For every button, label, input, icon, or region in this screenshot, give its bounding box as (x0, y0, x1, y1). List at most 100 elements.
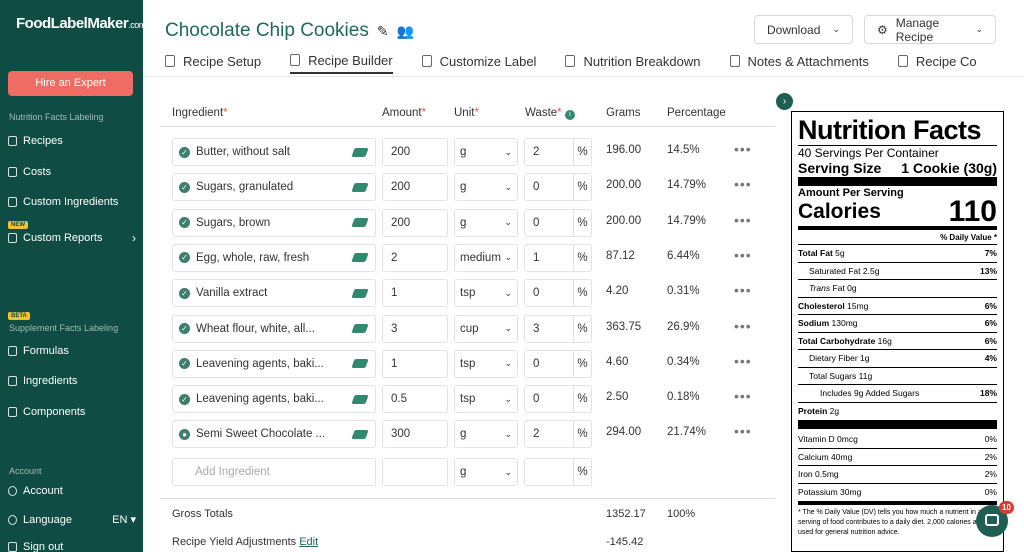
ingredient-cell[interactable]: ✓ Sugars, granulated (172, 173, 376, 202)
pencil-icon[interactable]: ✎ (376, 22, 389, 39)
grams-value: 87.12 (606, 249, 635, 262)
ingredient-cell[interactable]: ✓ Leavening agents, baki... (172, 385, 376, 414)
tab-recipe-costing[interactable]: Recipe Co (897, 48, 977, 74)
sidebar-item-signout[interactable]: Sign out (8, 541, 136, 552)
tab-recipe-setup[interactable]: Recipe Setup (165, 48, 261, 74)
percentage-value: 0.18% (667, 391, 700, 404)
sidebar-item-formulas[interactable]: Formulas (8, 345, 136, 357)
tag-icon[interactable] (351, 182, 369, 192)
tag-icon[interactable] (351, 394, 369, 404)
language-value[interactable]: EN ▾ (112, 514, 136, 526)
more-options-icon[interactable]: ••• (734, 282, 752, 299)
waste-input[interactable]: 0% (524, 349, 592, 378)
add-unit-select[interactable]: g ⌄ (454, 458, 518, 486)
tag-icon[interactable] (351, 288, 369, 298)
recipes-icon (8, 136, 17, 146)
sidebar-item-custom-ingredients[interactable]: Custom Ingredients (8, 196, 136, 208)
ingredient-cell[interactable]: ● Semi Sweet Chocolate ... (172, 420, 376, 449)
tag-icon[interactable] (351, 218, 369, 228)
sidebar-item-custom-reports[interactable]: Custom Reports › (8, 231, 136, 245)
percentage-value: 0.31% (667, 285, 700, 298)
waste-input[interactable]: 0% (524, 208, 592, 237)
manage-recipe-button[interactable]: ⚙ Manage Recipe ⌄ (864, 15, 996, 44)
more-options-icon[interactable]: ••• (734, 211, 752, 228)
unit-select[interactable]: tsp ⌄ (454, 385, 518, 414)
tag-icon[interactable] (351, 429, 369, 439)
more-options-icon[interactable]: ••• (734, 352, 752, 369)
more-options-icon[interactable]: ••• (734, 176, 752, 193)
ingredient-cell[interactable]: ✓ Egg, whole, raw, fresh (172, 243, 376, 272)
unit-select[interactable]: medium ⌄ (454, 243, 518, 272)
yield-edit-link[interactable]: Edit (299, 536, 319, 548)
add-amount-input[interactable] (382, 458, 448, 486)
unit-select[interactable]: tsp ⌄ (454, 349, 518, 378)
amount-input[interactable]: 200 (382, 138, 448, 166)
waste-input[interactable]: 0% (524, 385, 592, 414)
add-waste-input[interactable]: % (524, 458, 592, 486)
nf-title: Nutrition Facts (798, 115, 982, 145)
ingredient-cell[interactable]: ✓ Sugars, brown (172, 208, 376, 237)
more-options-icon[interactable]: ••• (734, 141, 752, 157)
amount-input[interactable]: 3 (382, 314, 448, 343)
sidebar-item-account[interactable]: Account (8, 485, 136, 497)
amount-input[interactable]: 0.5 (382, 385, 448, 414)
waste-input[interactable]: 1% (524, 243, 592, 272)
waste-input[interactable]: 0% (524, 173, 592, 202)
ingredient-cell[interactable]: ✓ Vanilla extract (172, 279, 376, 308)
tag-icon[interactable] (351, 253, 369, 263)
ingredient-cell[interactable]: ✓ Butter, without salt (172, 138, 376, 166)
chevron-down-icon: ⌄ (504, 146, 512, 157)
sidebar-item-recipes[interactable]: Recipes (8, 135, 136, 147)
col-amount: Amount* (382, 107, 427, 119)
tag-icon[interactable] (351, 147, 369, 157)
nf-row: Cholesterol 15mg 6% (798, 296, 997, 315)
tab-bar: Recipe Setup Recipe Builder Customize La… (165, 48, 1006, 78)
unit-select[interactable]: g ⌄ (454, 138, 518, 166)
amount-input[interactable]: 200 (382, 173, 448, 202)
grams-value: 363.75 (606, 320, 642, 333)
nf-vitamin-row: Iron 0.5mg 2% (798, 465, 997, 483)
share-people-icon[interactable]: 👥 (396, 22, 415, 39)
waste-input[interactable]: 3% (524, 314, 592, 343)
sidebar-item-language[interactable]: Language EN ▾ (8, 513, 136, 526)
chat-button[interactable]: 10 (976, 501, 1014, 537)
download-button[interactable]: Download ⌄ (754, 15, 853, 44)
waste-input[interactable]: 2% (524, 138, 592, 166)
amount-input[interactable]: 300 (382, 420, 448, 449)
unit-select[interactable]: g ⌄ (454, 208, 518, 237)
ingredient-cell[interactable]: ✓ Leavening agents, baki... (172, 349, 376, 378)
more-options-icon[interactable]: ••• (734, 423, 752, 440)
tab-recipe-builder[interactable]: Recipe Builder (290, 48, 393, 74)
tab-customize-label[interactable]: Customize Label (421, 48, 536, 74)
sidebar-item-ingredients[interactable]: Ingredients (8, 375, 136, 387)
hire-expert-button[interactable]: Hire an Expert (8, 71, 133, 96)
amount-input[interactable]: 1 (382, 279, 448, 308)
tag-icon[interactable] (351, 324, 369, 333)
more-options-icon[interactable]: ••• (734, 246, 752, 263)
waste-input[interactable]: 0% (524, 279, 592, 308)
tab-nutrition-breakdown[interactable]: Nutrition Breakdown (565, 48, 701, 74)
sidebar-item-components[interactable]: Components (8, 406, 136, 418)
brand-logo[interactable]: FoodLabelMaker.com (16, 15, 146, 32)
amount-input[interactable]: 2 (382, 243, 448, 272)
unit-select[interactable]: cup ⌄ (454, 314, 518, 343)
ingredient-cell[interactable]: ✓ Wheat flour, white, all... (172, 314, 376, 343)
unit-select[interactable]: g ⌄ (454, 420, 518, 449)
tag-icon[interactable] (351, 359, 369, 369)
tab-notes-attachments[interactable]: Notes & Attachments (729, 48, 869, 74)
sidebar-item-costs[interactable]: Costs (8, 166, 136, 178)
customize-icon (421, 55, 432, 67)
nf-calories: Calories 110 (798, 195, 997, 228)
waste-input[interactable]: 2% (524, 420, 592, 449)
amount-input[interactable]: 200 (382, 208, 448, 237)
verified-check-icon: ✓ (179, 323, 190, 334)
builder-icon (290, 54, 301, 66)
collapse-label-toggle[interactable]: › (776, 93, 793, 110)
more-options-icon[interactable]: ••• (734, 388, 752, 405)
add-ingredient-input[interactable]: Add Ingredient (172, 458, 376, 486)
amount-input[interactable]: 1 (382, 349, 448, 378)
unit-select[interactable]: g ⌄ (454, 173, 518, 202)
more-options-icon[interactable]: ••• (734, 317, 752, 334)
unit-select[interactable]: tsp ⌄ (454, 279, 518, 308)
info-icon[interactable]: i (564, 110, 575, 120)
